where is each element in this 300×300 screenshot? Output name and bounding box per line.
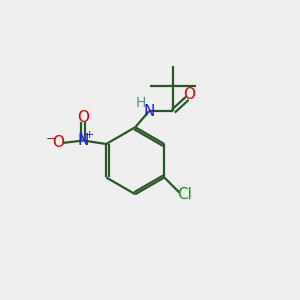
Text: O: O [184,87,196,102]
Text: +: + [85,130,94,140]
Text: H: H [135,96,146,110]
Text: N: N [77,133,89,148]
Text: O: O [52,135,64,150]
Text: O: O [77,110,89,125]
Text: N: N [143,103,155,118]
Text: Cl: Cl [177,187,192,202]
Text: −: − [46,133,56,146]
